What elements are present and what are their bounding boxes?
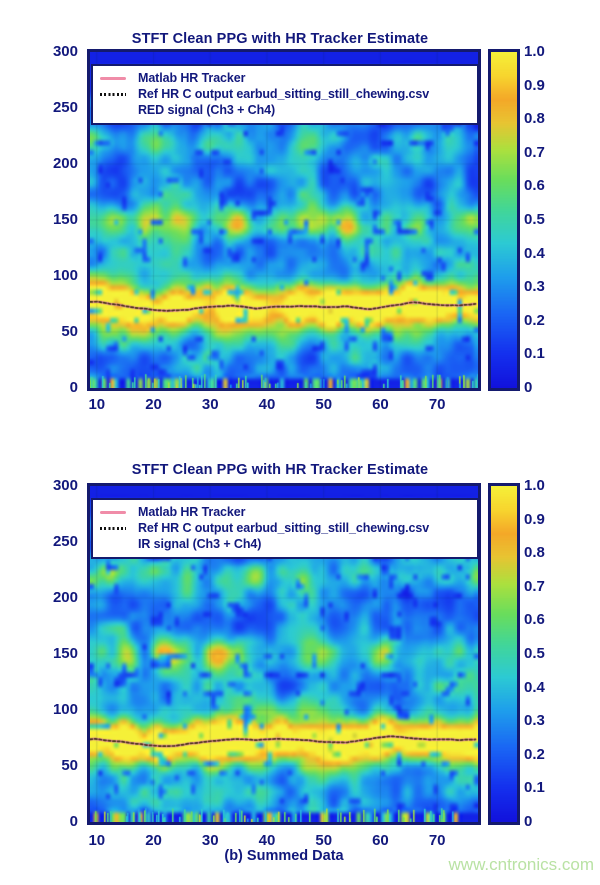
x-tick-label: 10 xyxy=(88,396,106,413)
legend-item: Matlab HR Tracker xyxy=(100,504,472,520)
colorbar-tick-label: 0.9 xyxy=(524,510,545,528)
y-tick-label: 50 xyxy=(61,323,78,340)
y-tick-label: 0 xyxy=(69,813,78,830)
legend-item: Ref HR C output earbud_sitting_still_che… xyxy=(100,520,472,536)
y-tick-label: 100 xyxy=(52,267,78,284)
x-tick-label: 10 xyxy=(88,832,106,849)
colorbar-ir xyxy=(488,483,520,825)
x-tick-label: 40 xyxy=(258,396,276,413)
colorbar-tick-label: 1.0 xyxy=(524,477,545,494)
x-tick-label: 70 xyxy=(428,832,446,849)
plot-area-ir: Matlab HR Tracker Ref HR C output earbud… xyxy=(87,483,481,825)
x-tick-label: 70 xyxy=(428,396,446,413)
y-tick-label: 200 xyxy=(52,589,78,606)
legend-label: Matlab HR Tracker xyxy=(138,71,246,85)
legend-label: RED signal (Ch3 + Ch4) xyxy=(138,103,276,117)
y-tick-label: 300 xyxy=(52,477,78,494)
colorbar-canvas-red xyxy=(491,52,517,388)
legend-red: Matlab HR Tracker Ref HR C output earbud… xyxy=(91,64,479,125)
legend-label: Ref HR C output earbud_sitting_still_che… xyxy=(138,87,430,101)
colorbar-tick-label: 0.5 xyxy=(524,645,545,662)
colorbar-tick-label: 1.0 xyxy=(524,43,545,60)
colorbar-tick-label: 0.2 xyxy=(524,311,545,329)
colorbar-tick-label: 0.1 xyxy=(524,779,545,797)
figure-caption: (b) Summed Data xyxy=(224,848,344,864)
x-tick-label: 30 xyxy=(201,832,219,849)
y-tick-label: 250 xyxy=(52,533,78,550)
colorbar-tick-label: 0.8 xyxy=(524,110,545,128)
y-tick-label: 150 xyxy=(52,645,78,662)
y-tick-label: 150 xyxy=(52,211,78,228)
y-tick-label: 300 xyxy=(52,43,78,60)
legend-item: Matlab HR Tracker xyxy=(100,70,472,86)
dotted-line-marker-icon xyxy=(100,92,126,96)
x-tick-label: 50 xyxy=(315,832,333,849)
colorbar-tick-label: 0.9 xyxy=(524,76,545,94)
colorbar-tick-label: 0.4 xyxy=(524,678,545,696)
x-tick-label: 20 xyxy=(145,832,162,849)
colorbar-tick-label: 0.3 xyxy=(524,712,545,730)
pink-line-marker-icon xyxy=(100,76,126,80)
legend-item: Ref HR C output earbud_sitting_still_che… xyxy=(100,86,472,102)
plot-title-red: STFT Clean PPG with HR Tracker Estimate xyxy=(131,31,429,47)
x-tick-label: 60 xyxy=(372,396,389,413)
colorbar-tick-label: 0.2 xyxy=(524,745,545,763)
y-tick-label: 100 xyxy=(52,701,78,718)
x-tick-label: 20 xyxy=(145,396,162,413)
x-tick-label: 60 xyxy=(372,832,389,849)
x-tick-label: 40 xyxy=(258,832,276,849)
colorbar-tick-label: 0.4 xyxy=(524,244,545,262)
pink-line-marker-icon xyxy=(100,510,126,514)
colorbar-tick-label: 0.6 xyxy=(524,177,545,195)
x-tick-label: 50 xyxy=(315,396,333,413)
y-tick-label: 200 xyxy=(52,155,78,172)
legend-item: IR signal (Ch3 + Ch4) xyxy=(100,536,472,552)
watermark-text: www.cntronics.com xyxy=(448,855,594,874)
legend-label: IR signal (Ch3 + Ch4) xyxy=(138,537,262,551)
plot-title-ir: STFT Clean PPG with HR Tracker Estimate xyxy=(131,462,429,478)
y-tick-label: 250 xyxy=(52,99,78,116)
colorbar-tick-label: 0.3 xyxy=(524,278,545,296)
colorbar-red xyxy=(488,49,520,391)
colorbar-tick-label: 0.8 xyxy=(524,544,545,562)
colorbar-tick-label: 0.7 xyxy=(524,143,545,161)
y-tick-label: 0 xyxy=(69,379,78,396)
legend-label: Ref HR C output earbud_sitting_still_che… xyxy=(138,521,430,535)
legend-ir: Matlab HR Tracker Ref HR C output earbud… xyxy=(91,498,479,559)
colorbar-tick-label: 0.1 xyxy=(524,345,545,363)
colorbar-tick-label: 0.6 xyxy=(524,611,545,629)
colorbar-tick-label: 0.7 xyxy=(524,577,545,595)
colorbar-tick-label: 0 xyxy=(524,379,533,396)
colorbar-canvas-ir xyxy=(491,486,517,822)
plot-area-red: Matlab HR Tracker Ref HR C output earbud… xyxy=(87,49,481,391)
x-tick-label: 30 xyxy=(201,396,219,413)
colorbar-tick-label: 0.5 xyxy=(524,211,545,228)
legend-item: RED signal (Ch3 + Ch4) xyxy=(100,102,472,118)
dotted-line-marker-icon xyxy=(100,526,126,530)
legend-label: Matlab HR Tracker xyxy=(138,505,246,519)
y-tick-label: 50 xyxy=(61,757,78,774)
colorbar-tick-label: 0 xyxy=(524,813,533,830)
